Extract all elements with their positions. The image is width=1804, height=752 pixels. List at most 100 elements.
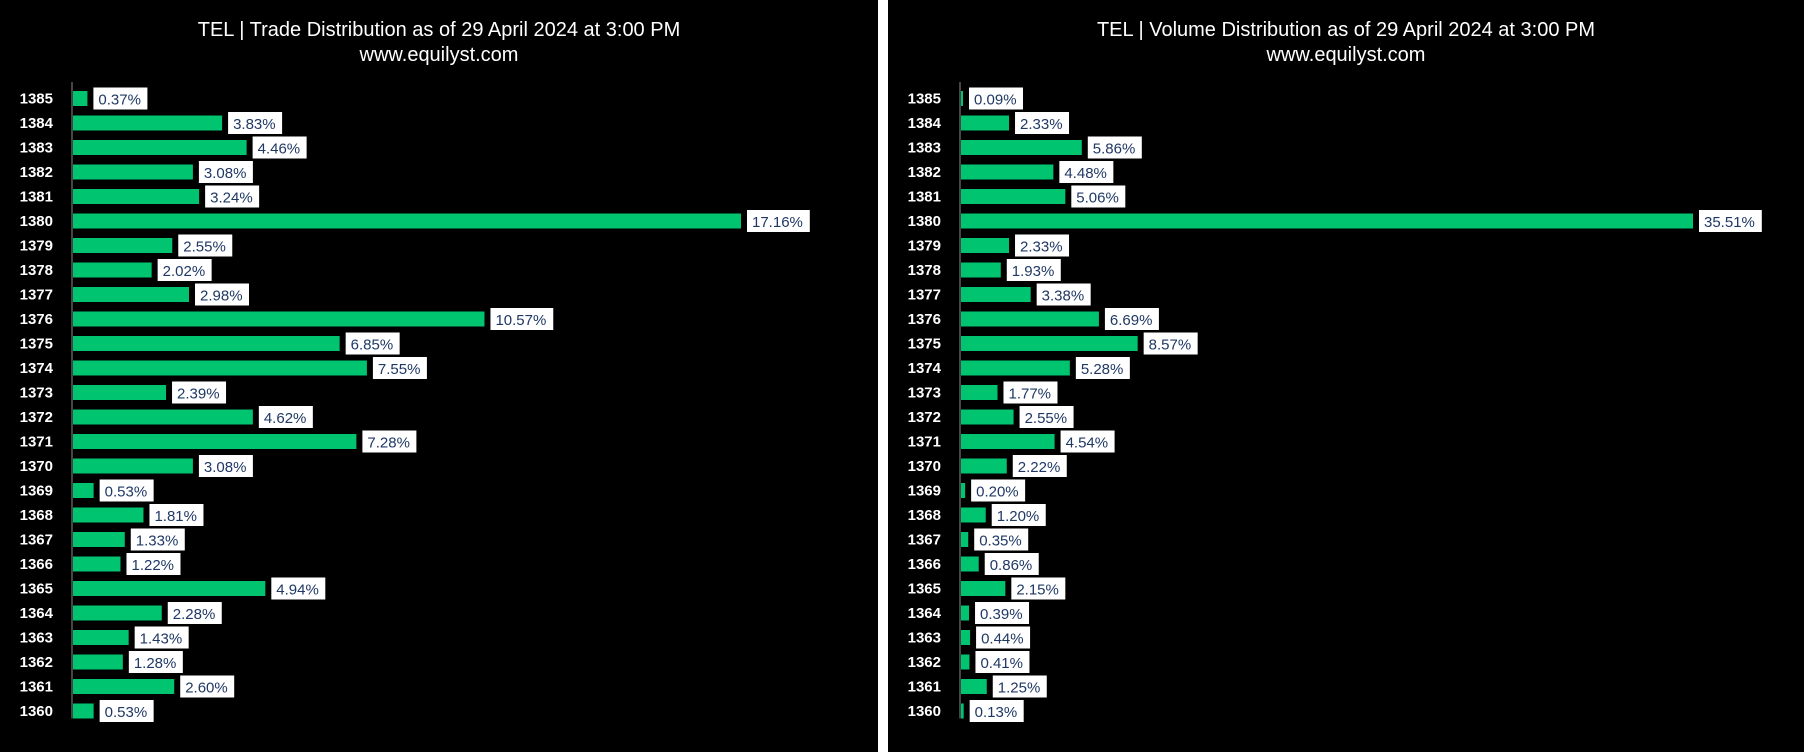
y-tick-label: 1370	[908, 458, 941, 475]
data-label: 0.53%	[105, 484, 148, 501]
bar	[73, 287, 190, 302]
bar	[961, 679, 987, 694]
bar	[961, 630, 971, 645]
y-tick-label: 1361	[20, 679, 53, 696]
y-tick-label: 1365	[20, 581, 53, 598]
y-tick-label: 1373	[908, 385, 941, 402]
data-label: 1.93%	[1012, 263, 1055, 280]
bar	[73, 654, 123, 670]
bar	[73, 238, 173, 253]
data-label: 2.33%	[1020, 116, 1063, 133]
data-label-box	[195, 283, 250, 306]
data-label: 35.51%	[1704, 214, 1755, 231]
bar	[961, 483, 966, 498]
data-label: 0.41%	[980, 655, 1023, 672]
data-label-box	[1143, 332, 1198, 355]
bar	[73, 703, 94, 719]
bar	[73, 630, 129, 645]
data-label: 3.38%	[1042, 288, 1085, 305]
y-tick-label: 1385	[908, 91, 941, 108]
y-tick-label: 1367	[20, 532, 53, 549]
data-label-box	[969, 700, 1024, 722]
bar	[961, 262, 1001, 278]
y-tick-label: 1376	[908, 311, 941, 328]
data-label-box	[372, 357, 427, 379]
chart-subtitle: www.equilyst.com	[1266, 44, 1426, 66]
y-tick-label: 1360	[20, 703, 53, 720]
bar	[961, 605, 970, 621]
data-label: 2.39%	[177, 386, 220, 403]
data-label: 0.44%	[981, 631, 1024, 648]
bar	[73, 458, 193, 474]
volume-distribution-panel: TEL | Volume Distribution as of 29 April…	[888, 0, 1804, 752]
data-label: 4.46%	[258, 141, 301, 158]
y-tick-label: 1371	[20, 434, 53, 451]
data-label: 4.54%	[1066, 435, 1109, 452]
y-tick-label: 1381	[908, 189, 941, 206]
y-tick-label: 1385	[20, 91, 53, 108]
y-tick-label: 1380	[908, 213, 941, 230]
y-tick-label: 1362	[20, 654, 53, 671]
y-tick-label: 1382	[908, 164, 941, 181]
y-tick-label: 1376	[20, 311, 53, 328]
bar	[73, 140, 247, 155]
data-label-box	[969, 87, 1023, 110]
bar	[73, 679, 175, 694]
data-label-box	[971, 479, 1026, 502]
bar	[961, 556, 979, 572]
bar	[961, 238, 1010, 253]
bar	[73, 91, 88, 106]
data-label: 4.48%	[1064, 165, 1107, 182]
bar	[73, 483, 94, 498]
data-label-box	[345, 332, 400, 355]
bar	[73, 532, 125, 547]
data-label: 2.55%	[183, 239, 226, 256]
data-label-box	[134, 626, 189, 649]
data-label: 0.37%	[98, 92, 141, 109]
bar	[961, 458, 1007, 474]
y-tick-label: 1363	[20, 630, 53, 647]
y-tick-label: 1366	[908, 556, 941, 573]
data-label-box	[258, 406, 313, 428]
data-label: 1.81%	[154, 508, 197, 525]
bar	[961, 360, 1070, 376]
data-label: 4.94%	[276, 582, 319, 599]
data-label-box	[362, 430, 417, 453]
bar	[73, 262, 152, 278]
y-tick-label: 1363	[908, 630, 941, 647]
y-tick-label: 1375	[20, 336, 53, 353]
data-label-box	[93, 87, 148, 110]
bar	[961, 336, 1138, 351]
y-tick-label: 1364	[908, 605, 942, 622]
y-tick-label: 1360	[908, 703, 941, 720]
y-tick-label: 1374	[908, 360, 942, 377]
data-label: 3.08%	[204, 459, 247, 476]
data-label-box	[271, 577, 326, 600]
y-tick-label: 1375	[908, 336, 941, 353]
data-label-box	[974, 528, 1029, 551]
y-tick-label: 1382	[20, 164, 53, 181]
y-tick-label: 1380	[20, 213, 53, 230]
y-tick-label: 1364	[20, 605, 54, 622]
data-label-box	[1003, 381, 1058, 404]
data-label-box	[99, 479, 154, 502]
data-label-box	[128, 651, 183, 673]
bar	[961, 532, 969, 547]
data-label-box	[1011, 577, 1066, 600]
y-tick-label: 1365	[908, 581, 941, 598]
y-tick-label: 1374	[20, 360, 54, 377]
data-label: 5.06%	[1076, 190, 1119, 207]
y-tick-label: 1361	[908, 679, 941, 696]
data-label: 1.28%	[134, 655, 177, 672]
data-label-box	[976, 626, 1031, 649]
data-label: 0.35%	[979, 533, 1022, 550]
data-label: 6.85%	[351, 337, 394, 354]
data-label: 0.13%	[975, 704, 1018, 721]
data-label: 2.02%	[163, 263, 206, 280]
bar	[961, 213, 1693, 229]
data-label-box	[490, 308, 554, 330]
bar	[961, 115, 1010, 131]
data-label-box	[1019, 406, 1074, 428]
bar	[73, 409, 253, 425]
bar	[73, 605, 162, 621]
